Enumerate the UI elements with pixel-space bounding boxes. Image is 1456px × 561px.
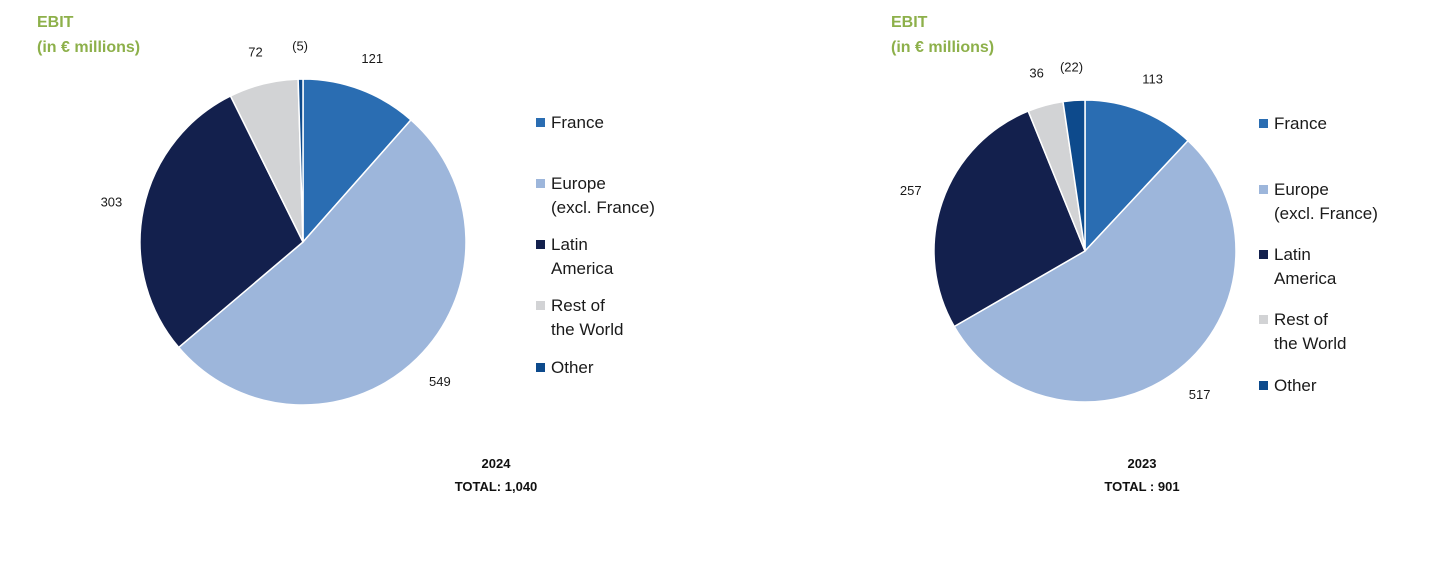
data-label-latin-america: 303 <box>101 194 123 209</box>
data-label-france: 121 <box>361 51 383 66</box>
legend-swatch <box>1259 315 1268 324</box>
pie-chart-2023: 113 517 257 36 (22) <box>900 59 1237 403</box>
chart-total: TOTAL: 1,040 <box>454 479 538 494</box>
legend-label: Rest of the World <box>1274 310 1347 353</box>
legend-swatch <box>536 118 545 127</box>
data-label-latin-america: 257 <box>900 183 922 198</box>
chart-year: 2023 <box>1127 456 1157 471</box>
legend-swatch <box>1259 381 1268 390</box>
chart-total: TOTAL : 901 <box>1104 479 1180 494</box>
legend-label: Other <box>1274 376 1317 395</box>
legend-swatch <box>536 363 545 372</box>
data-label-europe-excl-france: 517 <box>1189 387 1211 402</box>
pie-slice-europe-excl-france <box>177 118 467 406</box>
chart-title-block: EBIT (in € millions) <box>37 10 140 60</box>
data-label-europe-excl-france: 549 <box>429 374 451 389</box>
pie-slice-other <box>297 78 304 243</box>
pie-slice-france <box>1084 99 1190 253</box>
pie-slice-europe-excl-france <box>953 139 1237 403</box>
legend-swatch <box>536 240 545 249</box>
pie-slice-latin-america <box>933 110 1086 328</box>
pie-slice-other <box>1062 99 1086 252</box>
pie-slice-latin-america <box>139 94 304 349</box>
chart-year: 2024 <box>481 456 511 471</box>
pie-slice-france <box>302 78 413 244</box>
legend-swatch <box>1259 119 1268 128</box>
chart-title: EBIT <box>37 14 74 31</box>
data-label-rest-of-the-world: 36 <box>1029 65 1043 80</box>
legend-label: France <box>551 113 604 132</box>
chart-title: EBIT <box>891 14 928 31</box>
legend-label: France <box>1274 114 1327 133</box>
legend-swatch <box>536 179 545 188</box>
chart-subtitle: (in € millions) <box>891 39 995 56</box>
legend-label: Other <box>551 358 594 377</box>
data-label-other: (22) <box>1060 59 1083 74</box>
legend-label: Europe (excl. France) <box>1274 180 1378 223</box>
chart-2023: EBIT (in € millions) 113 517 257 36 (22) Fra… <box>854 0 1456 561</box>
legend-label: Latin America <box>551 235 614 278</box>
legend-swatch <box>536 301 545 310</box>
data-label-other: (5) <box>292 38 308 53</box>
legend-label: Rest of the World <box>551 296 624 339</box>
data-label-rest-of-the-world: 72 <box>248 44 262 59</box>
chart-title-block: EBIT (in € millions) <box>891 10 994 60</box>
legend-label: Latin America <box>1274 245 1337 288</box>
chart-subtitle: (in € millions) <box>37 39 141 56</box>
chart-caption-2023: 2023 TOTAL : 901 <box>1042 452 1242 498</box>
legend-label: Europe (excl. France) <box>551 174 655 217</box>
legend-swatch <box>1259 250 1268 259</box>
chart-caption-2024: 2024 TOTAL: 1,040 <box>396 452 596 498</box>
data-label-france: 113 <box>1142 72 1163 87</box>
chart-2024: EBIT (in € millions) 121 549 303 72 (5) Fran… <box>37 10 655 498</box>
legend-swatch <box>1259 185 1268 194</box>
pie-chart-2024: 121 549 303 72 (5) <box>101 38 467 406</box>
